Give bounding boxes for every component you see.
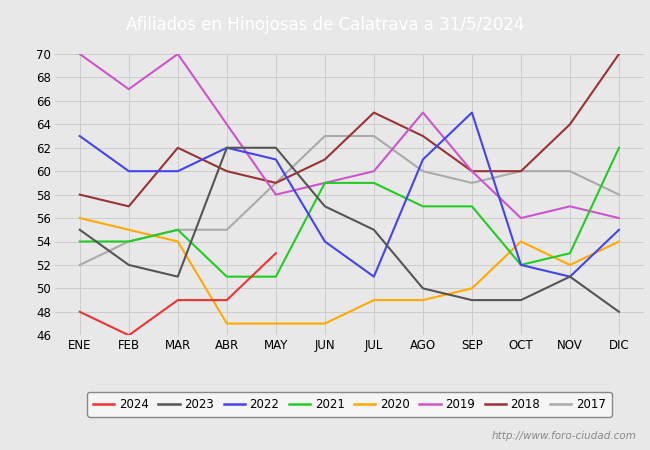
Text: Afiliados en Hinojosas de Calatrava a 31/5/2024: Afiliados en Hinojosas de Calatrava a 31… [126,16,524,34]
Legend: 2024, 2023, 2022, 2021, 2020, 2019, 2018, 2017: 2024, 2023, 2022, 2021, 2020, 2019, 2018… [87,392,612,417]
Text: http://www.foro-ciudad.com: http://www.foro-ciudad.com [492,431,637,441]
